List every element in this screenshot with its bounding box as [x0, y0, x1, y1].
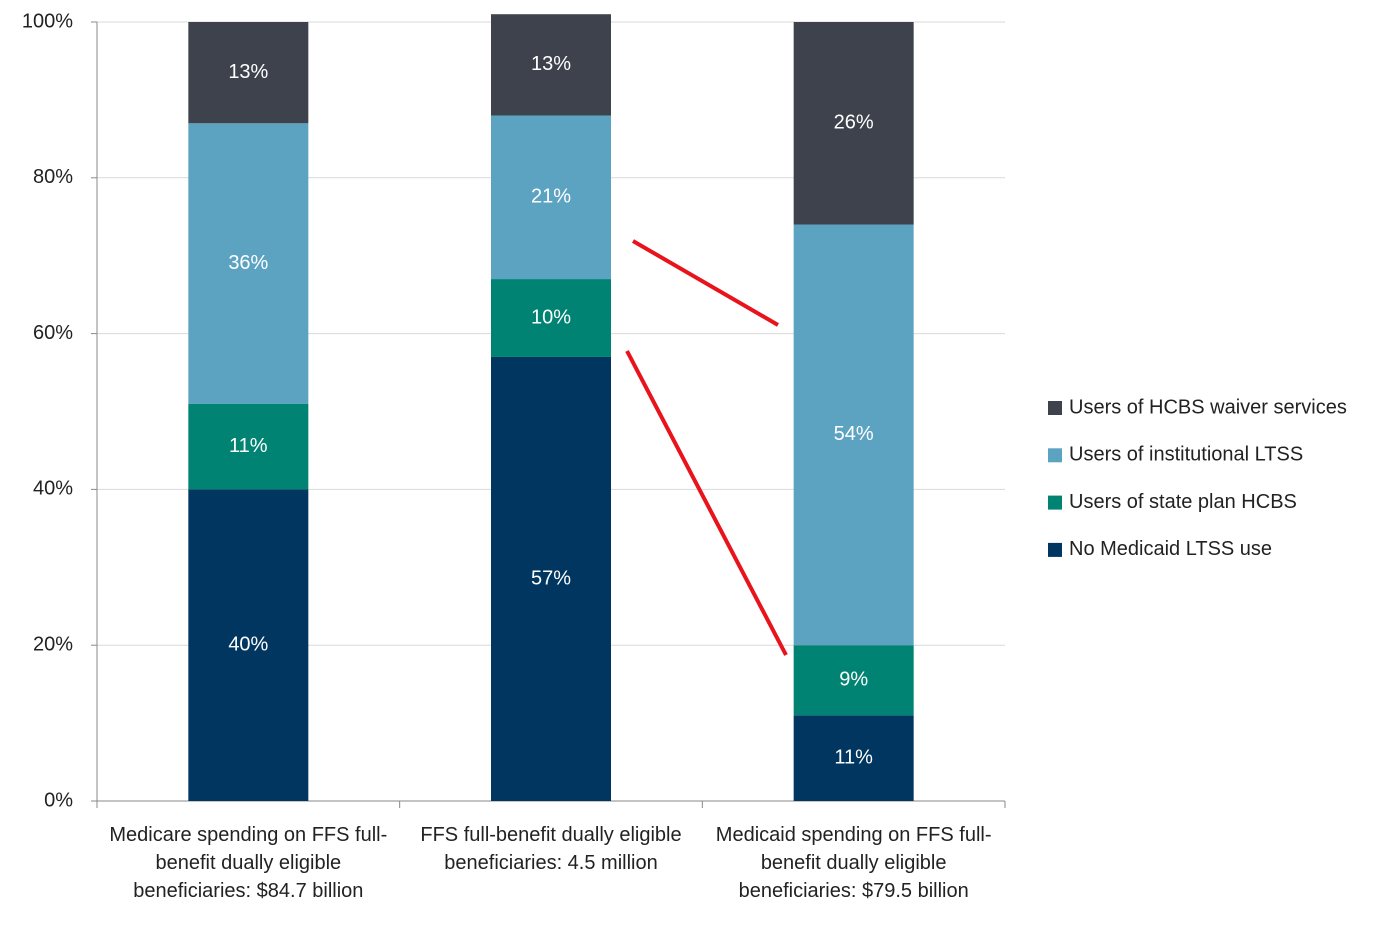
bar-segment — [793, 645, 914, 716]
annotation-arrow — [625, 350, 788, 656]
data-label: 26% — [834, 112, 874, 134]
data-label: 57% — [531, 567, 571, 589]
legend-label: No Medicaid LTSS use — [1069, 538, 1272, 560]
data-label: 40% — [228, 633, 268, 655]
bar-segment — [188, 123, 309, 404]
bar-segment — [491, 115, 611, 280]
y-tick-label: 100% — [22, 10, 73, 32]
data-label: 11% — [229, 435, 268, 457]
data-label: 9% — [839, 669, 868, 691]
bar-segment — [491, 356, 611, 801]
bar-segment — [793, 22, 914, 225]
data-label: 36% — [228, 252, 268, 274]
legend-swatch — [1048, 495, 1062, 510]
y-tick-label: 80% — [33, 166, 73, 188]
legend-swatch — [1048, 542, 1062, 557]
legend-label: Users of HCBS waiver services — [1069, 396, 1347, 418]
x-tick-label: Medicare spending on FFS full-benefit du… — [109, 824, 388, 902]
x-tick-label: Medicaid spending on FFS full-benefit du… — [715, 824, 992, 902]
data-label: 11% — [834, 746, 873, 768]
bar-segment — [188, 22, 309, 124]
data-label: 13% — [531, 53, 571, 75]
y-tick-label: 40% — [33, 478, 73, 500]
data-label: 21% — [531, 186, 571, 208]
legend-swatch — [1048, 448, 1062, 463]
legend-label: Users of state plan HCBS — [1069, 491, 1297, 513]
bar-segment — [491, 279, 611, 357]
bar-segment — [491, 14, 611, 116]
bar-segment — [793, 224, 914, 646]
bar-segment — [188, 403, 309, 490]
x-tick-label: FFS full-benefit dually eligible benefic… — [420, 824, 682, 874]
data-label: 10% — [531, 306, 571, 328]
y-tick-label: 60% — [33, 322, 73, 344]
bar-segment — [188, 489, 309, 801]
y-tick-label: 0% — [44, 789, 73, 811]
data-label: 54% — [834, 423, 874, 445]
legend-label: Users of institutional LTSS — [1069, 444, 1303, 466]
y-tick-label: 20% — [33, 633, 73, 655]
legend-swatch — [1048, 401, 1062, 415]
bar-segment — [793, 715, 914, 801]
data-label: 13% — [228, 61, 268, 83]
annotation-arrow — [631, 239, 780, 327]
